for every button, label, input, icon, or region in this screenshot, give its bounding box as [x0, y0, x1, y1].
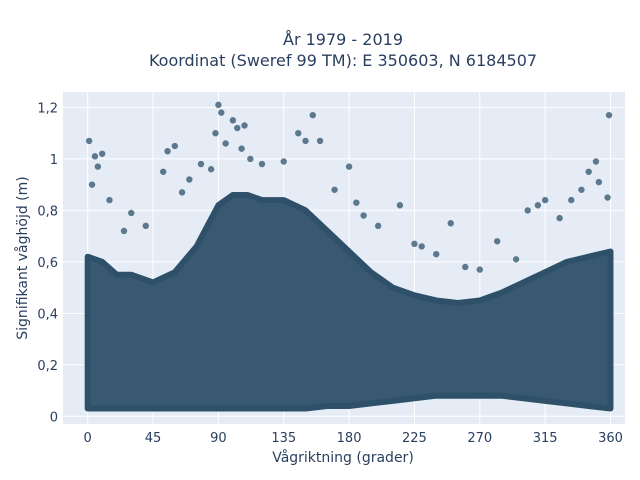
y-tick-label: 1 — [50, 153, 58, 168]
x-tick-label: 360 — [598, 431, 623, 446]
data-point — [316, 137, 324, 145]
data-point — [396, 202, 404, 209]
data-point — [229, 117, 237, 124]
data-point — [215, 101, 222, 109]
x-tick-label: 0 — [84, 431, 92, 446]
y-tick-label: 1,2 — [37, 101, 58, 116]
data-point — [106, 196, 113, 204]
data-point — [524, 207, 531, 214]
data-point — [171, 142, 179, 150]
data-points — [85, 101, 613, 273]
data-point — [234, 124, 241, 132]
x-tick-label: 135 — [271, 431, 296, 446]
data-point — [433, 250, 440, 258]
chart-title-line2: Koordinat (Sweref 99 TM): E 350603, N 61… — [149, 51, 537, 70]
y-tick-label: 0 — [50, 410, 58, 425]
data-point — [541, 196, 549, 204]
data-point — [142, 222, 149, 230]
data-point — [605, 111, 613, 119]
data-point — [331, 186, 338, 193]
dense-points-band — [84, 191, 614, 412]
data-point — [258, 160, 266, 168]
data-point — [207, 166, 215, 173]
x-tick-label: 315 — [533, 431, 558, 446]
y-tick-label: 0,8 — [37, 204, 58, 219]
data-point — [186, 176, 193, 183]
x-tick-label: 90 — [210, 431, 227, 446]
chart-title-line1: År 1979 - 2019 — [283, 30, 403, 49]
data-point — [178, 189, 186, 196]
data-point — [418, 243, 425, 250]
data-point — [88, 181, 96, 188]
data-point — [197, 160, 205, 168]
x-tick-label: 270 — [467, 431, 492, 446]
data-point — [85, 137, 93, 145]
data-point — [578, 186, 585, 193]
data-point — [595, 178, 603, 186]
y-axis-title: Signifikant våghöjd (m) — [14, 176, 31, 339]
data-point — [99, 150, 106, 157]
data-point — [345, 163, 353, 170]
data-point — [241, 122, 248, 129]
data-point — [568, 196, 575, 204]
data-point — [556, 214, 563, 222]
data-point — [353, 199, 360, 206]
data-point — [360, 212, 367, 219]
data-point — [164, 147, 171, 155]
data-point — [494, 238, 501, 245]
data-point — [302, 137, 309, 145]
data-point — [222, 140, 229, 147]
data-point — [280, 158, 287, 165]
y-tick-label: 0,6 — [37, 256, 58, 271]
data-point — [238, 145, 245, 152]
data-point — [91, 153, 99, 160]
data-point — [512, 256, 520, 263]
data-point — [247, 155, 254, 163]
data-point — [534, 202, 542, 209]
data-point — [295, 129, 302, 137]
x-tick-label: 45 — [145, 431, 162, 446]
x-axis-title: Vågriktning (grader) — [272, 449, 414, 466]
data-point — [160, 168, 167, 175]
data-point — [309, 111, 316, 119]
data-point — [447, 220, 454, 227]
data-point — [462, 263, 469, 271]
data-point — [212, 129, 219, 137]
data-point — [128, 209, 135, 217]
data-point — [585, 168, 592, 175]
data-point — [374, 222, 382, 230]
x-axis-ticks: 0 45 90 135 180 225 270 315 360 — [84, 431, 623, 446]
x-tick-label: 225 — [402, 431, 427, 446]
y-tick-label: 0,2 — [37, 359, 58, 374]
data-point — [604, 194, 611, 201]
data-point — [218, 109, 225, 116]
y-tick-label: 0,4 — [37, 307, 58, 322]
dense-point-cloud — [84, 191, 614, 412]
data-point — [411, 240, 418, 248]
y-axis-ticks: 0 0,2 0,4 0,6 0,8 1 1,2 — [37, 101, 58, 425]
data-point — [592, 158, 600, 165]
data-point — [94, 163, 102, 170]
x-tick-label: 180 — [337, 431, 362, 446]
data-point — [476, 266, 483, 273]
data-point — [120, 227, 128, 235]
